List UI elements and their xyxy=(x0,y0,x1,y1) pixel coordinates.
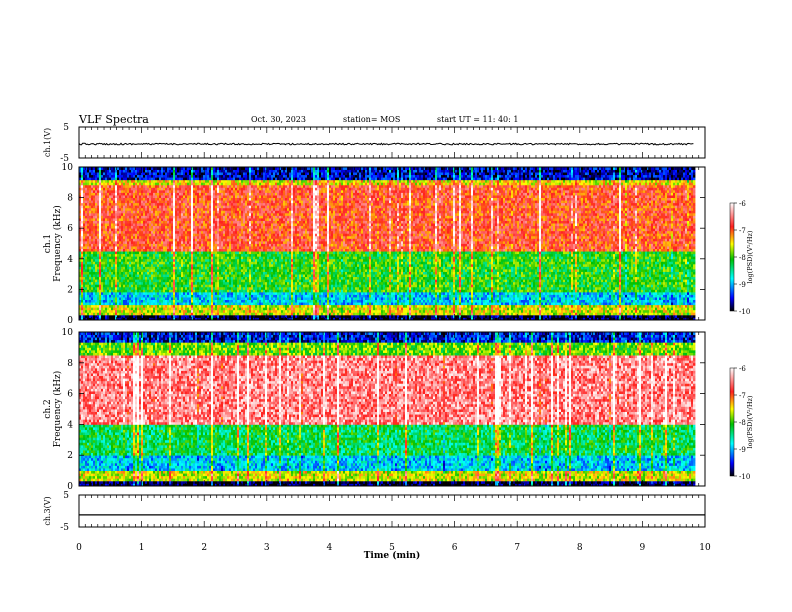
spectrogram-ch1 xyxy=(79,167,695,320)
y-axis-label: ch.1(V) xyxy=(43,128,52,157)
panels-layer: 5-5ch.1(V)-6-7-8-9-10log(PSD)(V²/Hz)0246… xyxy=(43,123,754,561)
y-tick-label: 5 xyxy=(63,123,69,133)
ch1-voltage-trace xyxy=(79,143,693,145)
